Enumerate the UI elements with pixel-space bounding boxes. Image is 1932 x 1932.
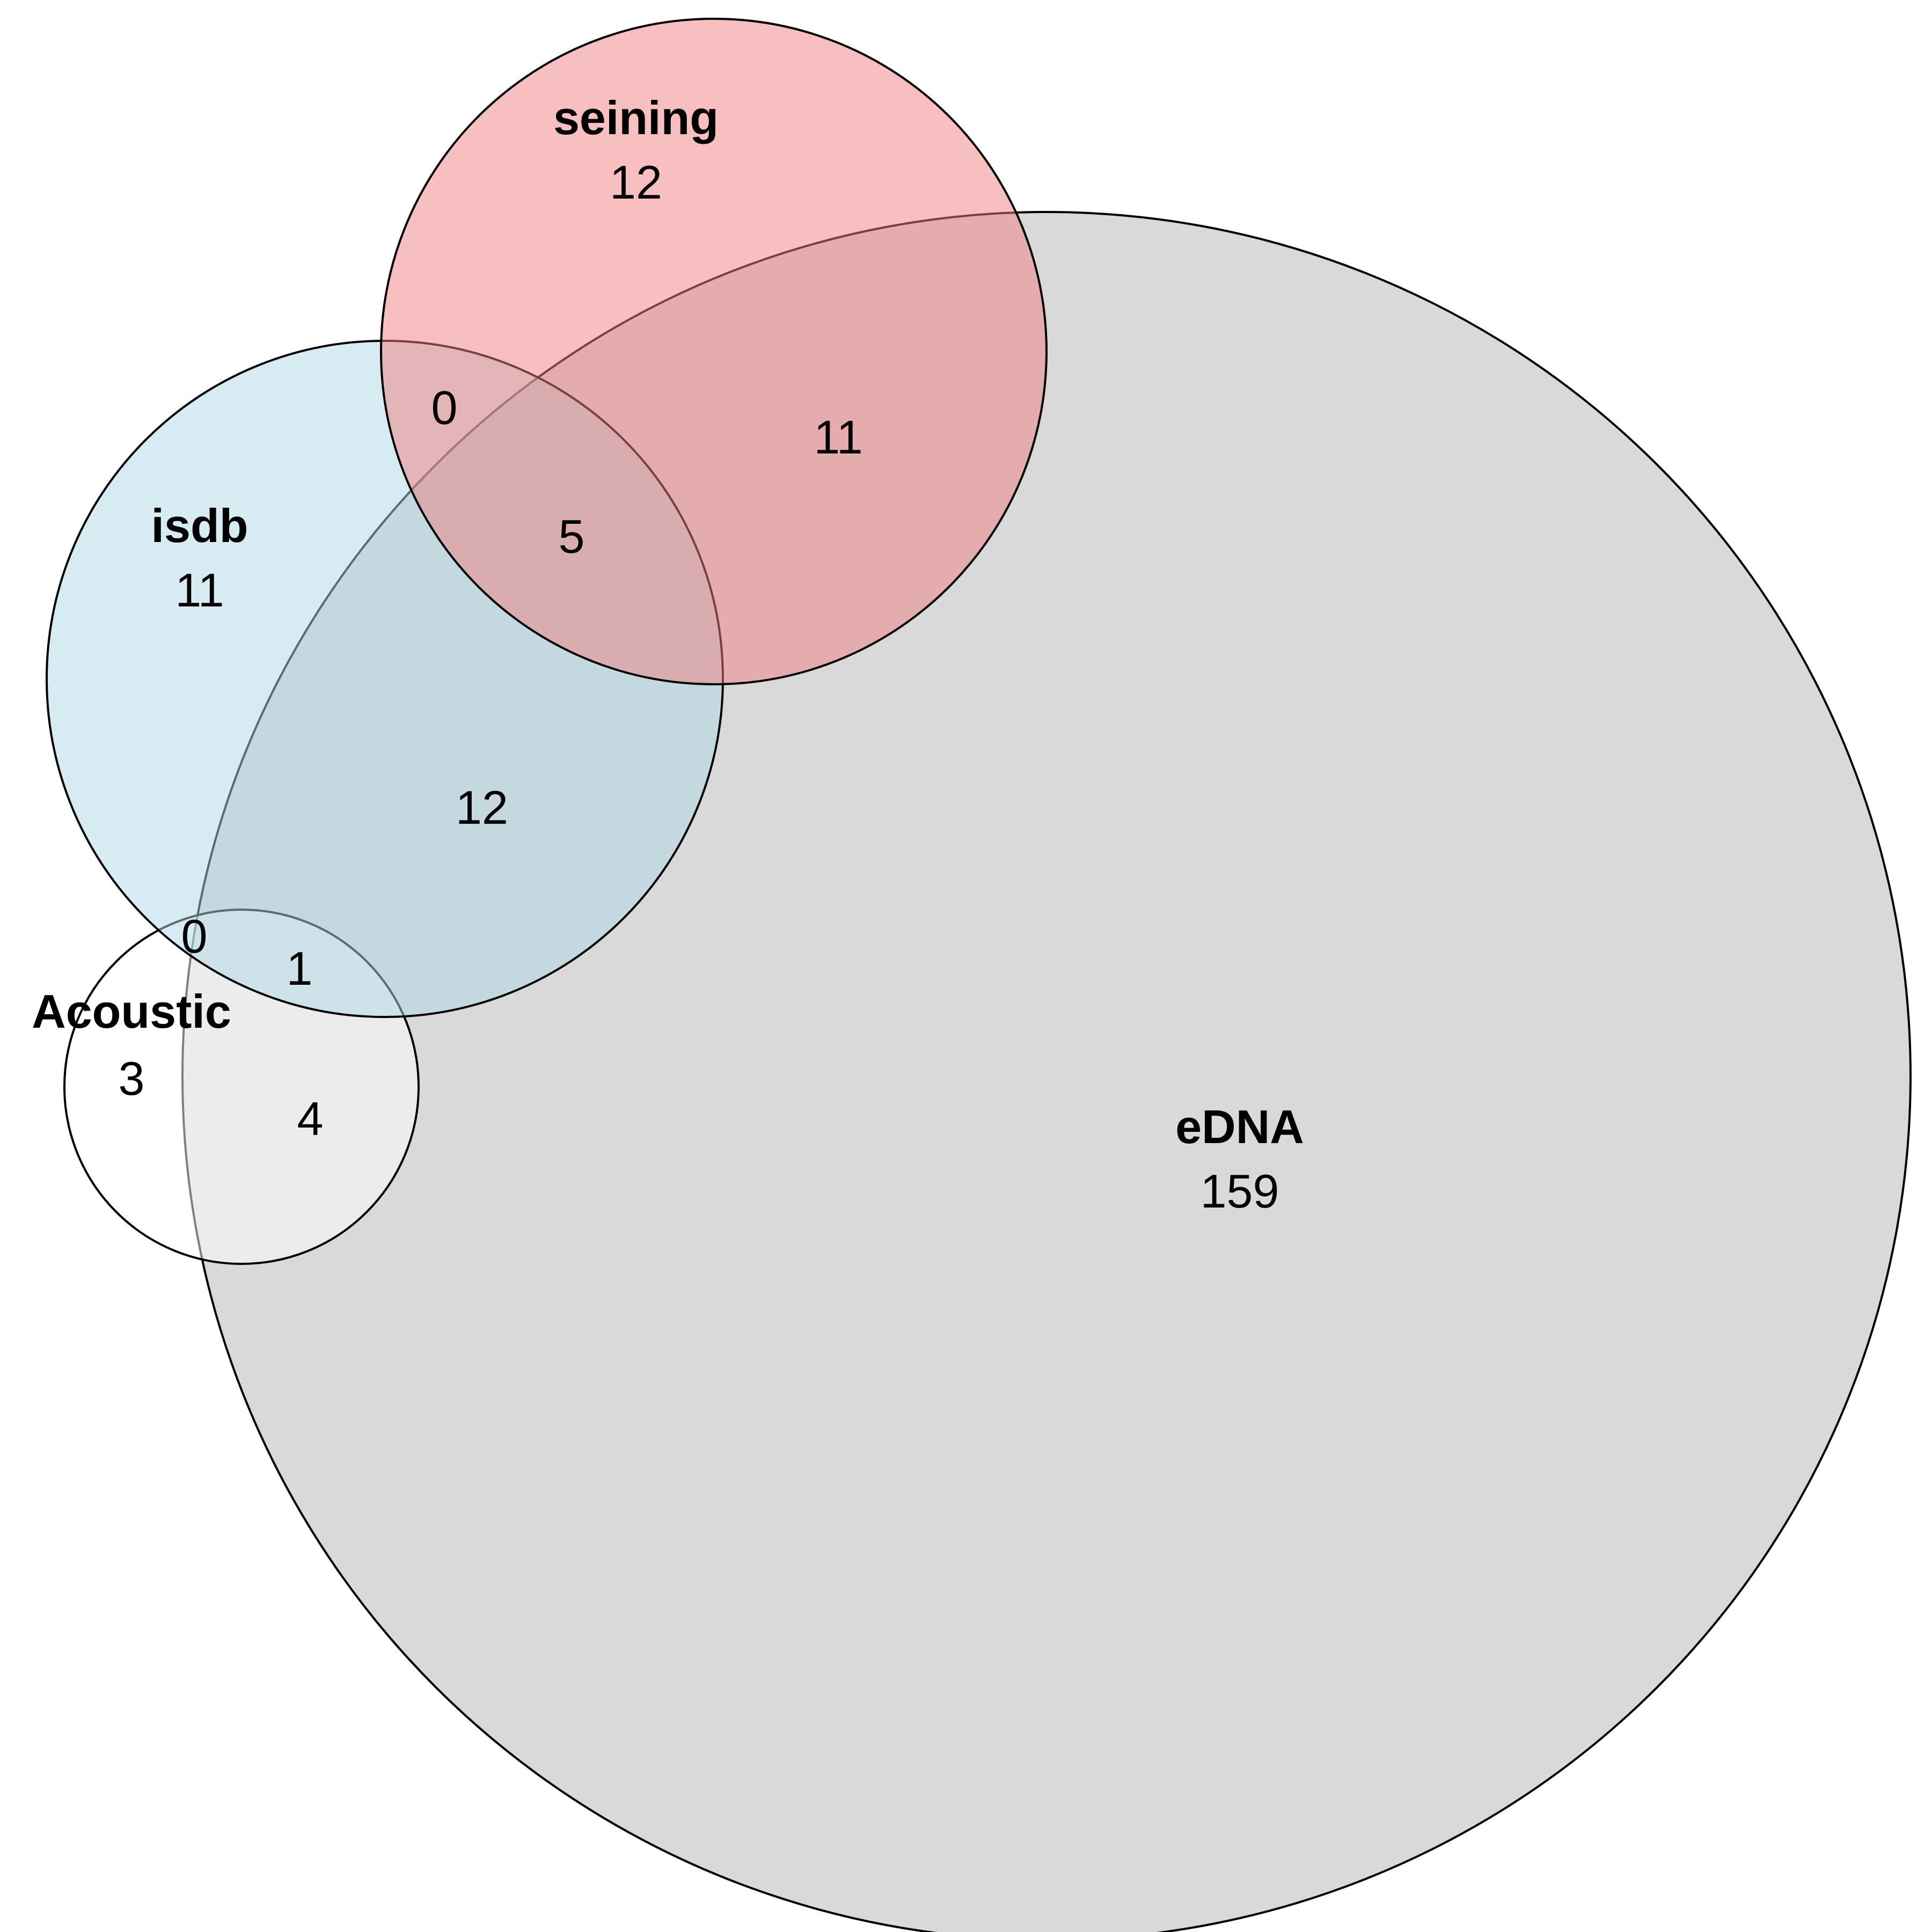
isdb-edna-count: 12 [456, 781, 508, 834]
isdb-label: isdb [151, 499, 248, 552]
isdb-acoustic-edna-count: 1 [287, 942, 313, 995]
seining-circle [380, 18, 1048, 685]
acoustic-label: Acoustic [32, 985, 231, 1038]
isdb-only-count: 11 [175, 564, 224, 617]
seining-label: seining [553, 91, 719, 144]
acoustic-edna-count: 4 [297, 1092, 324, 1145]
seining-only-count: 12 [610, 156, 662, 209]
isdb-acoustic-count: 0 [181, 910, 208, 963]
edna-only-count: 159 [1201, 1165, 1279, 1218]
acoustic-only-count: 3 [119, 1052, 145, 1105]
seining-edna-count: 11 [814, 411, 862, 464]
edna-label: eDNA [1175, 1100, 1304, 1153]
isdb-seining-edna-count: 5 [559, 510, 585, 563]
isdb-seining-count: 0 [431, 381, 458, 434]
